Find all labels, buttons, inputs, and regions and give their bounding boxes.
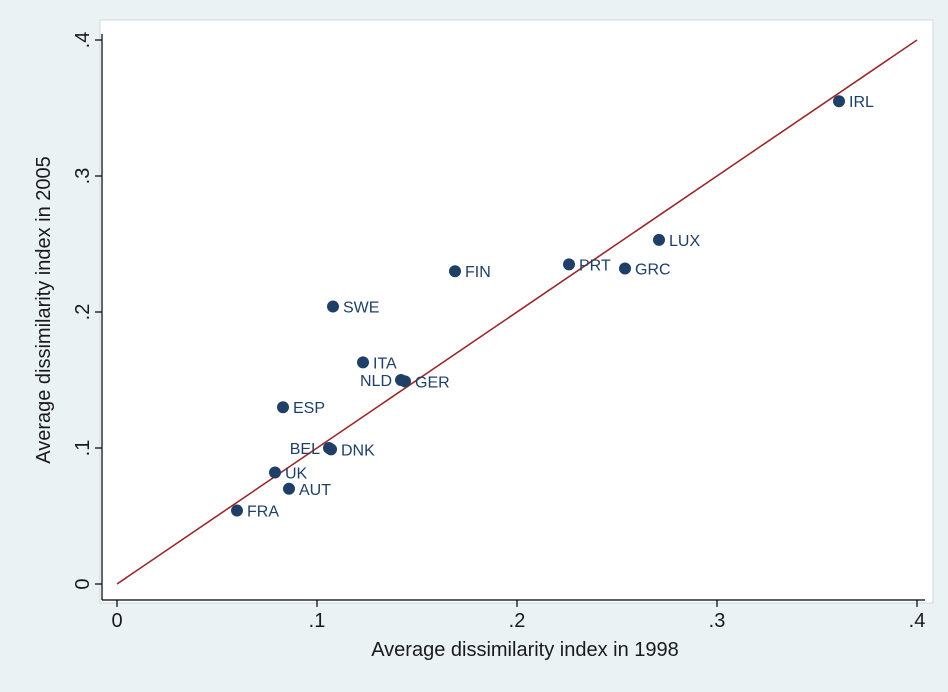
point-label-swe: SWE <box>343 300 379 317</box>
point-label-grc: GRC <box>635 261 671 278</box>
point-label-dnk: DNK <box>341 442 375 459</box>
point-irl <box>833 95 845 108</box>
point-label-fra: FRA <box>247 504 279 521</box>
points-group <box>231 95 845 517</box>
point-label-fin: FIN <box>465 264 491 281</box>
point-label-prt: PRT <box>579 257 611 274</box>
point-aut <box>283 482 295 495</box>
point-label-ger: GER <box>415 374 450 391</box>
point-label-ita: ITA <box>373 355 397 372</box>
point-fin <box>449 265 461 278</box>
x-tick-label: .4 <box>909 610 926 632</box>
axes: 0 .1 .2 .3 .4 0 .1 .2 .3 .4 <box>72 32 925 632</box>
reference-line <box>116 39 918 585</box>
x-axis-title: Average dissimilarity index in 1998 <box>371 639 679 661</box>
x-tick-label: .3 <box>709 610 726 632</box>
point-uk <box>269 466 281 479</box>
point-lux <box>653 233 665 246</box>
point-ger <box>399 375 411 388</box>
y-tick-label: .4 <box>72 32 94 49</box>
x-tick-label: .2 <box>509 610 526 632</box>
point-grc <box>619 262 631 275</box>
point-prt <box>563 258 575 271</box>
point-esp <box>277 401 289 414</box>
y-tick-label: .2 <box>72 304 94 321</box>
y-tick-label: .1 <box>72 440 94 457</box>
x-tick-label: 0 <box>111 610 122 632</box>
point-swe <box>327 300 339 313</box>
point-label-uk: UK <box>285 465 308 482</box>
point-label-aut: AUT <box>299 482 331 499</box>
point-label-bel: BEL <box>290 441 320 458</box>
point-label-lux: LUX <box>669 233 700 250</box>
y-tick-label: 0 <box>72 578 94 589</box>
y-tick-label: .3 <box>72 168 94 185</box>
point-label-nld: NLD <box>360 373 392 390</box>
point-label-irl: IRL <box>849 94 874 111</box>
y-axis-title: Average dissimilarity index in 2005 <box>33 156 55 464</box>
point-label-esp: ESP <box>293 400 325 417</box>
point-fra <box>231 504 243 517</box>
point-ita <box>357 356 369 369</box>
reference-line-group <box>116 39 918 585</box>
point-dnk <box>325 443 337 456</box>
x-tick-label: .1 <box>309 610 326 632</box>
